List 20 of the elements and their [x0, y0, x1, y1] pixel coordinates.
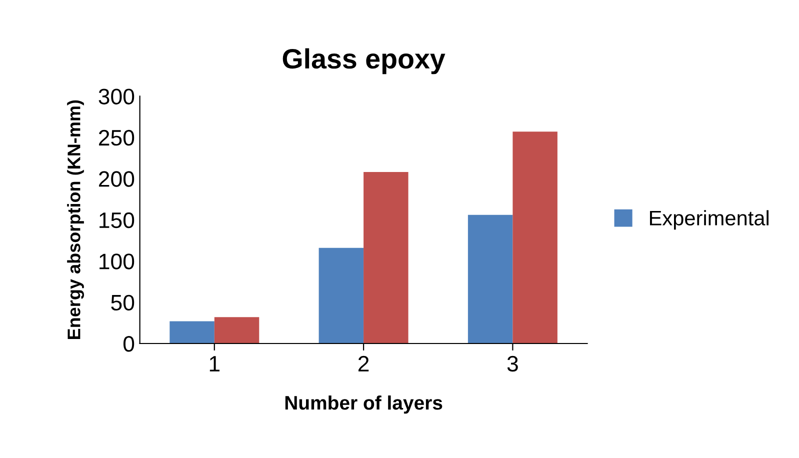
y-axis-title: Energy absorption (KN-mm): [67, 100, 84, 340]
bar: [170, 321, 214, 344]
y-tick-label: 50: [111, 294, 134, 311]
chart-title: Glass epoxy: [282, 48, 446, 74]
bar: [468, 214, 513, 344]
y-tick-label: 100: [100, 254, 134, 270]
bar: [364, 172, 408, 344]
x-tick-label: 1: [210, 356, 220, 372]
x-tick-label: 2: [358, 356, 369, 372]
y-tick-label: 200: [99, 171, 134, 187]
y-tick-label: 250: [99, 130, 134, 146]
legend-label: Experimental: [650, 210, 768, 230]
y-tick-label: 300: [98, 88, 134, 104]
bar: [512, 132, 558, 344]
bar: [318, 248, 364, 344]
y-tick-label: 150: [100, 212, 134, 228]
x-tick-label: 3: [507, 356, 518, 372]
x-axis-title: Number of layers: [285, 395, 442, 414]
bar: [214, 317, 260, 344]
y-tick-label: 0: [123, 336, 134, 352]
